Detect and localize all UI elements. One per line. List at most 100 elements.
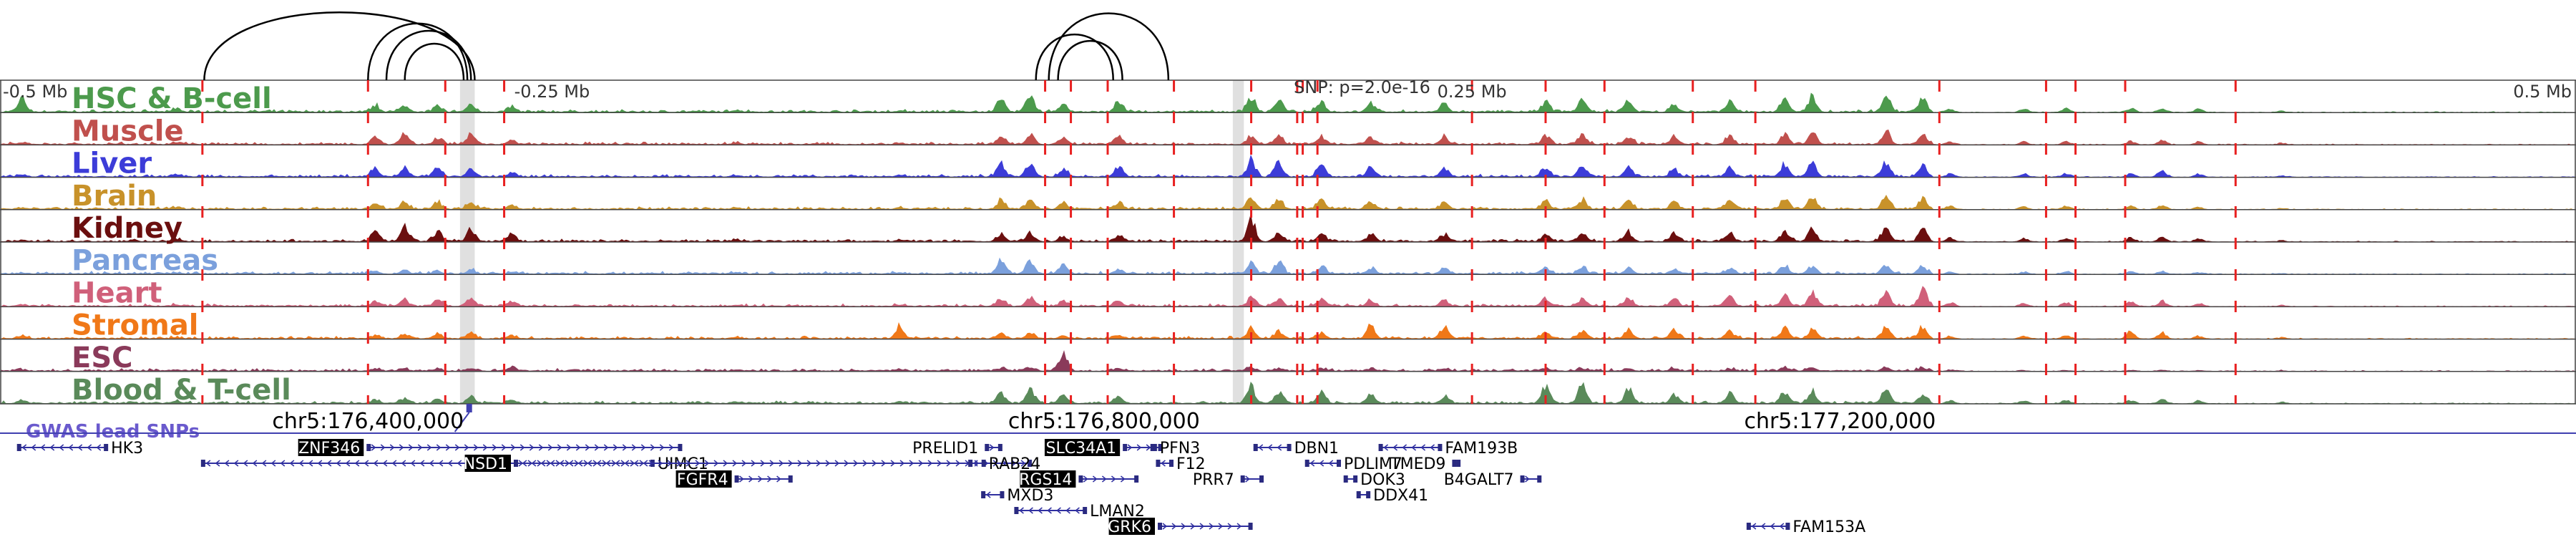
gene-label-2: ZNF346 (298, 440, 360, 458)
gene-exon-end-22 (1537, 475, 1542, 483)
gene-rgs14: RGS14 (1019, 470, 1139, 489)
interaction-arcs (203, 11, 1170, 81)
gene-label-23: FAM153A (1792, 518, 1865, 536)
gene-exon-end-6 (997, 444, 1002, 451)
gene-fam153a: FAM153A (1746, 518, 1865, 536)
gene-prelid1: PRELID1 (912, 440, 1002, 458)
gene-rab24: RAB24 (968, 455, 1040, 473)
gene-exon-start-11 (1123, 444, 1128, 451)
gene-exon-end-8 (1000, 491, 1005, 498)
arc-7 (1057, 39, 1123, 81)
gene-exon-start-23 (1746, 523, 1751, 530)
gene-pdlim7: PDLIM7 (1304, 455, 1402, 473)
gene-strand-chevrons-11 (1127, 444, 1151, 451)
track-signal-4 (0, 194, 2576, 211)
track-label-9: ESC (72, 342, 133, 374)
gene-label-4: FGFR4 (677, 471, 728, 489)
gene-tmed9: TMED9 (1390, 455, 1461, 473)
gene-label-19: DDX41 (1373, 487, 1428, 505)
gene-exon-end-13 (1169, 460, 1174, 467)
gwas-snp-connector-1 (454, 412, 470, 432)
gene-exon-start-19 (1356, 491, 1361, 498)
arc-2 (367, 22, 469, 81)
gene-exon-end-17 (1337, 460, 1341, 467)
gene-label-12: PFN3 (1160, 440, 1200, 458)
gene-label-14: GRK6 (1108, 518, 1151, 536)
gene-label-16: DBN1 (1294, 440, 1340, 458)
gene-label-7: RAB24 (989, 455, 1041, 473)
arc-1 (203, 11, 476, 81)
gene-mxd3: MXD3 (981, 487, 1053, 505)
track-label-10: Blood & T-cell (72, 374, 291, 407)
gene-exon-end-21 (1456, 460, 1461, 467)
distance-label-4: 0.5 Mb (2513, 82, 2572, 102)
gene-strand-chevrons-6 (989, 444, 995, 451)
gene-exon-end-7 (981, 460, 986, 467)
gene-znf346: ZNF346 (298, 439, 683, 458)
gene-exon-start-6 (985, 444, 990, 451)
gene-label-box-5 (464, 455, 511, 472)
gene-lman2: LMAN2 (1014, 503, 1145, 521)
gene-exon-end-10 (1134, 475, 1139, 483)
track-label-5: Kidney (72, 212, 182, 245)
distance-label-3: 0.25 Mb (1438, 82, 1507, 102)
gene-exon-end-9 (1083, 507, 1088, 514)
gene-pfn3: PFN3 (1150, 440, 1200, 458)
gene-label-11: SLC34A1 (1046, 440, 1117, 458)
gene-strand-chevrons-17 (1309, 460, 1334, 467)
gene-strand-chevrons-4 (739, 475, 781, 483)
gene-exon-start-17 (1304, 460, 1309, 467)
gene-exon-start-18 (1343, 475, 1348, 483)
gene-label-15: PRR7 (1193, 471, 1234, 489)
track-6 (0, 257, 2576, 275)
gene-label-20: FAM193B (1445, 440, 1518, 458)
gene-exon-start-16 (1253, 444, 1258, 451)
gene-exon-start-3 (200, 460, 205, 467)
gene-grk6: GRK6 (1108, 518, 1253, 536)
gene-exon-end-5 (1028, 460, 1032, 467)
gene-exon-start-1 (16, 444, 21, 451)
arc-3 (385, 29, 472, 81)
gene-strand-chevrons-15 (1245, 475, 1250, 483)
track-signal-8 (0, 321, 2576, 339)
track-1 (0, 79, 2576, 113)
gene-b4galt7: B4GALT7 (1444, 471, 1542, 489)
gene-exon-start-4 (734, 475, 739, 483)
gene-exon-start-2 (366, 444, 371, 451)
gene-exon-start-5 (514, 460, 518, 467)
accessibility-tracks (0, 79, 2576, 405)
gene-slc34a1: SLC34A1 (1044, 439, 1163, 458)
track-label-2: Muscle (72, 115, 184, 147)
gene-strand-chevrons-2 (371, 444, 674, 451)
track-label-7: Heart (72, 276, 162, 309)
gene-exon-start-12 (1150, 444, 1155, 451)
gene-exon-end-15 (1259, 475, 1264, 483)
gene-exon-start-15 (1240, 475, 1245, 483)
coordinate-axis: chr5:176,400,000 chr5:176,800,000 chr5:177… (272, 409, 1936, 434)
gene-exon-start-10 (1078, 475, 1083, 483)
gene-hk3: HK3 (16, 440, 143, 458)
track-signal-3 (0, 154, 2576, 178)
coordinate-label-1: chr5:176,400,000 (272, 409, 464, 434)
gene-strand-chevrons-23 (1751, 523, 1785, 530)
gene-label-1: HK3 (111, 440, 143, 458)
arc-4 (404, 42, 465, 81)
track-signal-5 (0, 213, 2576, 243)
gene-dok3: DOK3 (1343, 471, 1405, 489)
track-9 (0, 350, 2576, 372)
gene-label-8: MXD3 (1007, 487, 1053, 505)
gene-strand-chevrons-16 (1258, 444, 1282, 451)
gene-strand-chevrons-22 (1525, 475, 1530, 483)
gene-dbn1: DBN1 (1253, 440, 1340, 458)
red-dashed-lines (201, 80, 2237, 404)
arc-5 (1035, 34, 1114, 81)
gene-ddx41: DDX41 (1356, 487, 1428, 505)
track-signal-6 (0, 257, 2576, 275)
gene-strand-chevrons-10 (1083, 475, 1126, 483)
track-signal-7 (0, 286, 2576, 307)
snp-annotation: SNP: p=2.0e-16 (1294, 77, 1430, 97)
gene-exon-start-7 (968, 460, 973, 467)
gene-strand-chevrons-9 (1019, 507, 1080, 514)
